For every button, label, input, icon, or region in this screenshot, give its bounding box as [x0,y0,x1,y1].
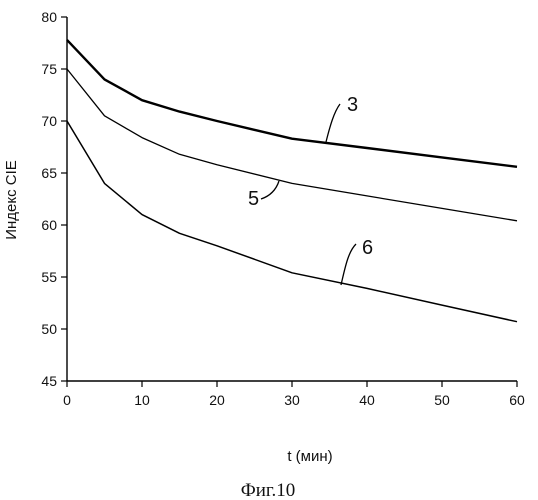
x-tick-label: 40 [359,392,375,408]
x-tick-label: 50 [434,392,450,408]
leader-3 [326,104,340,142]
y-tick-label: 60 [41,217,57,233]
series-line-6 [67,121,517,322]
y-tick-label: 50 [41,321,57,337]
y-axis-title: Индекс CIE [3,160,20,240]
y-tick-label: 70 [41,113,57,129]
series-line-3 [67,40,517,167]
ticks: 45505560657075800102030405060 [41,9,525,408]
y-tick-label: 80 [41,9,57,25]
series-line-5 [67,69,517,221]
x-tick-label: 60 [509,392,525,408]
axes [67,17,517,381]
x-axis-title: t (мин) [287,448,332,465]
y-tick-label: 55 [41,269,57,285]
series-label-5: 5 [248,188,259,210]
y-tick-label: 75 [41,61,57,77]
leader-5 [261,181,279,199]
series-lines [67,40,517,322]
x-tick-label: 0 [63,392,71,408]
x-tick-label: 20 [209,392,225,408]
y-tick-label: 45 [41,373,57,389]
series-label-6: 6 [362,237,373,259]
figure-caption: Фиг.10 [241,480,296,500]
y-tick-label: 65 [41,165,57,181]
x-tick-label: 10 [134,392,150,408]
leader-6 [341,244,356,285]
x-tick-label: 30 [284,392,300,408]
series-label-3: 3 [347,94,358,116]
label-leaders [261,104,356,285]
